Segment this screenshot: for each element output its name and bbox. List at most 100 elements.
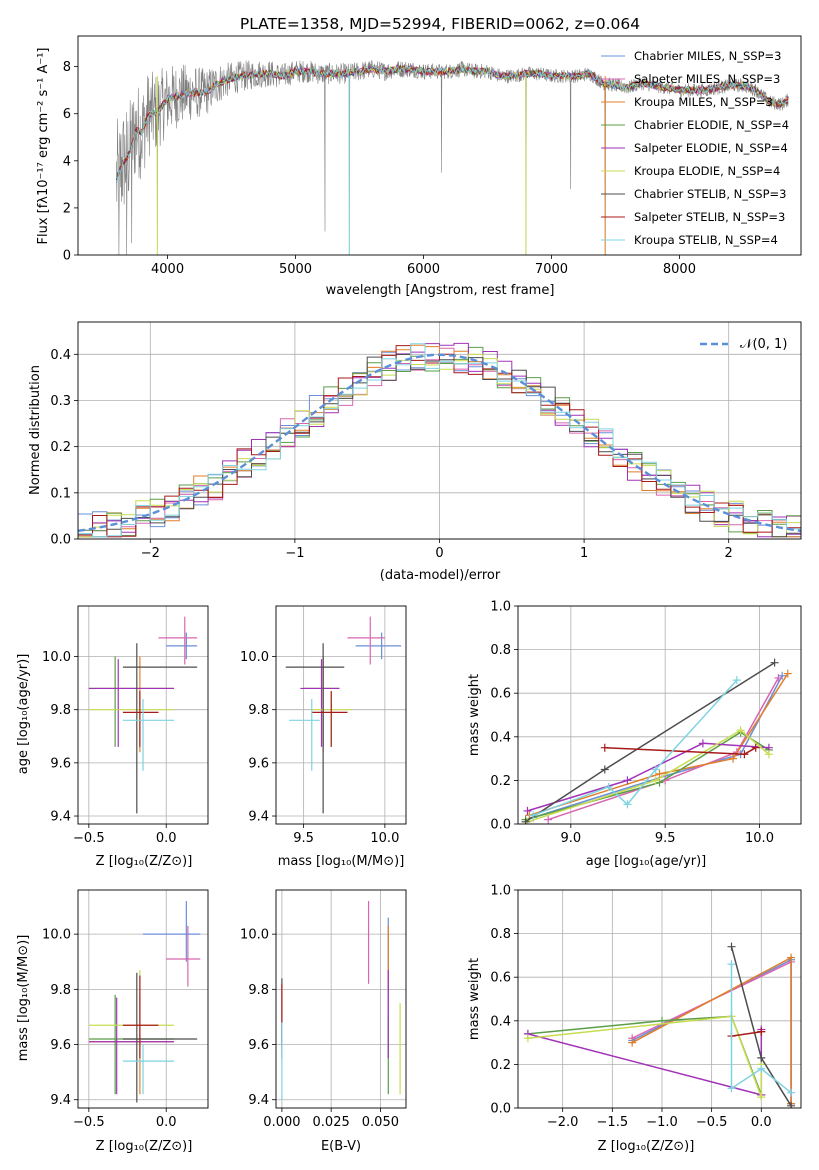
weight_vs_age-marker-8 bbox=[740, 750, 749, 759]
weight_vs_age-marker-3 bbox=[783, 669, 792, 678]
weight_vs_Z-marker-7 bbox=[757, 1053, 766, 1062]
spectrum-lines bbox=[115, 60, 789, 255]
weight_vs_age-marker-7 bbox=[521, 817, 530, 824]
weight_vs_Z-xtick-label: 0.0 bbox=[751, 1115, 772, 1130]
weight_vs_age-frame bbox=[517, 605, 802, 825]
weight_vs_Z-marker-9 bbox=[787, 1088, 796, 1097]
weight_vs_Z-marker-3 bbox=[628, 1038, 637, 1047]
legend-entry-1: Chabrier MILES, N_SSP=3 bbox=[634, 49, 781, 63]
hist-xtick-label: 1 bbox=[580, 546, 588, 561]
ageZ-ylabel: age [log₁₀(age/yr)] bbox=[16, 654, 31, 775]
weightAge-xlabel: age [log₁₀(age/yr)] bbox=[586, 854, 707, 869]
age_vs_mass-points bbox=[285, 616, 402, 814]
mass_vs_Z-points bbox=[88, 901, 201, 1103]
age_vs_Z-ytick-label: 10.0 bbox=[42, 650, 71, 665]
weight_vs_age-ytick-label: 0.2 bbox=[490, 774, 511, 789]
mass_vs_Z-ytick-label: 9.4 bbox=[50, 1093, 71, 1108]
age_vs_Z-xtick-label: −0.5 bbox=[73, 831, 105, 846]
mass_vs_ebv-ytick-label: 9.6 bbox=[248, 1038, 269, 1053]
hist-xtick-label: 0 bbox=[435, 546, 443, 561]
weight_vs_age-marker-6 bbox=[764, 750, 773, 759]
weight_vs_age-marker-9 bbox=[604, 782, 613, 791]
age_vs_mass-frame bbox=[275, 605, 407, 825]
mass_vs_ebv-ytick-label: 10.0 bbox=[240, 928, 269, 943]
massZ-ylabel: mass [log₁₀(M/M⊙)] bbox=[16, 935, 31, 1062]
hist-xlabel: (data-model)/error bbox=[380, 568, 501, 583]
hist-ytick-label: 0.3 bbox=[50, 394, 71, 409]
weight_vs_age-marker-5 bbox=[698, 739, 707, 748]
weight_vs_Z-ytick-label: 0.8 bbox=[490, 927, 511, 942]
mass_vs_Z-xtick-label: 0.0 bbox=[156, 1115, 177, 1130]
legend-entry-9: Kroupa STELIB, N_SSP=4 bbox=[634, 233, 778, 247]
weight_vs_age-series-8 bbox=[604, 746, 757, 755]
hist-ytick-label: 0.1 bbox=[50, 486, 71, 501]
hist-ytick-label: 0.0 bbox=[50, 533, 71, 548]
legend-entry-3: Kroupa MILES, N_SSP=3 bbox=[634, 95, 773, 109]
weight_vs_Z-ytick-label: 0.4 bbox=[490, 1014, 511, 1029]
mass_vs_Z-ytick-label: 9.6 bbox=[50, 1038, 71, 1053]
legend-entry-4: Chabrier ELODIE, N_SSP=4 bbox=[634, 118, 789, 132]
mass_vs_Z-xtick-label: −0.5 bbox=[73, 1115, 105, 1130]
hist-xtick-label: −1 bbox=[285, 546, 304, 561]
mass_vs_Z-axes: −0.5 0.0 9.4 9.6 9.8 10.0 bbox=[42, 890, 208, 1130]
weight_vs_Z-series-6 bbox=[527, 1015, 763, 1098]
weight_vs_Z-marker-7 bbox=[727, 942, 736, 951]
weight_vs_age-marker-3 bbox=[729, 754, 738, 763]
weight_vs_age-xtick-label: 9.0 bbox=[560, 831, 581, 846]
weight_vs_age-marker-8 bbox=[600, 743, 609, 752]
hist-lines bbox=[78, 342, 801, 539]
mass_vs_ebv-xtick-label: 0.050 bbox=[362, 1115, 399, 1130]
age_vs_Z-axes: −0.5 0.0 9.4 9.6 9.8 10.0 bbox=[42, 606, 208, 846]
ageZ-xlabel: Z [log₁₀(Z/Z⊙)] bbox=[96, 854, 193, 869]
mass_vs_ebv-axes: 0.000 0.025 0.050 9.4 9.6 9.8 10.0 bbox=[240, 890, 406, 1130]
weight_vs_age-marker-5 bbox=[523, 806, 532, 815]
weight_vs_age-series-9 bbox=[532, 679, 738, 817]
spectrum-xtick-label: 5000 bbox=[279, 262, 312, 277]
weight_vs_age-series-7 bbox=[525, 662, 775, 823]
spectrum-ytick-label: 8 bbox=[63, 60, 71, 75]
legend-gauss-label: 𝒩(0, 1) bbox=[740, 337, 787, 352]
weight_vs_Z-series-9 bbox=[730, 964, 792, 1094]
massEbv-xlabel: E(B-V) bbox=[321, 1139, 361, 1154]
massZ-xlabel: Z [log₁₀(Z/Z⊙)] bbox=[96, 1139, 193, 1154]
hist-legend: 𝒩(0, 1) bbox=[740, 337, 787, 352]
weightAge-ylabel: mass weight bbox=[467, 674, 482, 756]
weight_vs_age-lines bbox=[521, 658, 792, 824]
spectrum-xtick-label: 6000 bbox=[407, 262, 440, 277]
weight_vs_age-series-6 bbox=[527, 729, 770, 823]
legend-entry-7: Chabrier STELIB, N_SSP=3 bbox=[634, 187, 786, 201]
weight_vs_age-marker-3 bbox=[655, 769, 664, 778]
weight_vs_Z-marker-7 bbox=[787, 1101, 796, 1108]
legend-entry-5: Salpeter ELODIE, N_SSP=4 bbox=[634, 141, 788, 155]
mass_vs_ebv-xtick-label: 0.025 bbox=[313, 1115, 350, 1130]
hist-xtick-label: −2 bbox=[141, 546, 160, 561]
spectrum-xtick-label: 4000 bbox=[151, 262, 184, 277]
spectrum-legend: Chabrier MILES, N_SSP=3 Salpeter MILES, … bbox=[634, 49, 789, 247]
weight_vs_Z-ytick-label: 1.0 bbox=[490, 884, 511, 899]
weight_vs_Z-ytick-label: 0.6 bbox=[490, 971, 511, 986]
hist-xtick-label: 2 bbox=[725, 546, 733, 561]
weight_vs_Z-xtick-label: −2.0 bbox=[547, 1115, 579, 1130]
spectrum-xtick-label: 7000 bbox=[535, 262, 568, 277]
weight_vs_Z-marker-6 bbox=[523, 1034, 532, 1043]
age_vs_mass-ytick-label: 10.0 bbox=[240, 650, 269, 665]
mass_vs_Z-ytick-label: 9.8 bbox=[50, 983, 71, 998]
age_vs_mass-xtick-label: 9.5 bbox=[293, 831, 314, 846]
weight_vs_age-ytick-label: 0.6 bbox=[490, 687, 511, 702]
weight_vs_age-series-2 bbox=[547, 677, 780, 821]
mass_vs_Z-frame bbox=[77, 889, 209, 1109]
spectrum-ylabel: Flux [fλ10⁻¹⁷ erg cm⁻² s⁻¹ A⁻¹] bbox=[36, 48, 51, 245]
age_vs_mass-xtick-label: 10.0 bbox=[370, 831, 399, 846]
model-spectrum-line-8 bbox=[116, 65, 789, 180]
age_vs_Z-ytick-label: 9.8 bbox=[50, 703, 71, 718]
weight_vs_age-ytick-label: 0.8 bbox=[490, 643, 511, 658]
weight_vs_Z-lines bbox=[523, 942, 796, 1108]
gauss-curve bbox=[78, 353, 801, 533]
spectrum-ytick-label: 4 bbox=[63, 154, 71, 169]
weight_vs_age-marker-2 bbox=[774, 673, 783, 682]
mass_vs_ebv-xtick-label: 0.000 bbox=[263, 1115, 300, 1130]
weight_vs_age-marker-9 bbox=[529, 811, 538, 820]
model-spectrum-line-9 bbox=[115, 64, 789, 181]
spectrum-frame bbox=[77, 35, 802, 256]
weight_vs_age-ytick-label: 0.4 bbox=[490, 730, 511, 745]
